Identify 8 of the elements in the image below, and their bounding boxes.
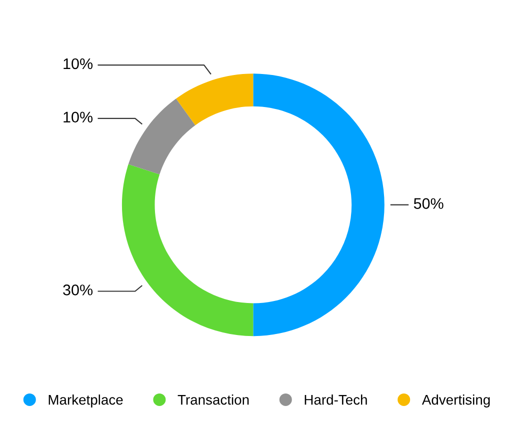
legend-label: Transaction (178, 394, 249, 405)
legend-label: Hard-Tech (304, 394, 367, 405)
data-label: 50% (414, 198, 444, 209)
data-label: 10% (64, 112, 93, 123)
data-label: 30% (63, 284, 93, 296)
legend-label: Advertising (422, 394, 490, 408)
data-label: 10% (64, 58, 93, 70)
legend-label: Marketplace (48, 394, 123, 408)
